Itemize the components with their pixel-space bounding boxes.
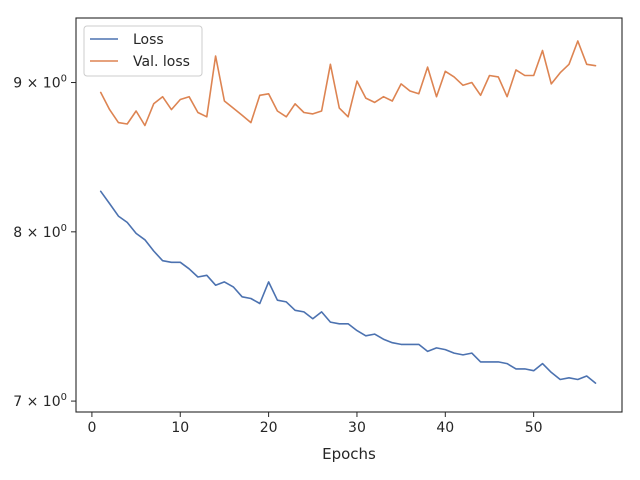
legend-label-val-loss: Val. loss: [133, 54, 190, 70]
series-lines: [99, 40, 597, 384]
series-line-val-loss: [99, 40, 597, 127]
y-axis-ticks: 7 × 100 8 × 100 9 × 100: [13, 74, 76, 410]
x-tick-label: 50: [525, 420, 543, 436]
series-line-loss: [99, 190, 597, 384]
x-tick-label: 40: [436, 420, 454, 436]
y-tick-label: 8 × 100: [13, 223, 67, 241]
x-axis-ticks: 0 10 20 30 40 50: [87, 412, 543, 436]
y-tick-label: 7 × 100: [13, 392, 67, 410]
legend: Loss Val. loss: [83, 25, 203, 77]
x-tick-label: 30: [348, 420, 366, 436]
x-tick-label: 20: [260, 420, 278, 436]
plot-area: [75, 17, 623, 413]
x-axis-label: Epochs: [322, 445, 376, 463]
x-tick-label: 0: [87, 420, 96, 436]
legend-label-loss: Loss: [133, 32, 164, 48]
x-tick-label: 10: [171, 420, 189, 436]
y-tick-label: 9 × 100: [13, 74, 67, 92]
